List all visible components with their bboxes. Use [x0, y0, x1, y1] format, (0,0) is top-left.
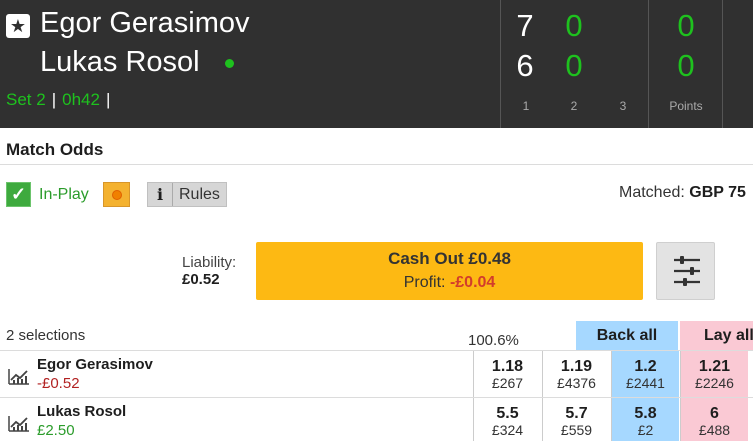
chart-icon[interactable]: [8, 368, 30, 386]
cash-out-profit: Profit: -£0.04: [256, 274, 643, 292]
amount: £2: [637, 422, 654, 438]
book-percentage: 100.6%: [468, 332, 519, 349]
player2-name: Lukas Rosol: [40, 46, 200, 78]
p2-set1-score: 6: [516, 48, 534, 83]
runner-pnl: -£0.52: [37, 375, 80, 392]
odds: 1.18: [491, 358, 524, 375]
runner-pnl: £2.50: [37, 422, 75, 439]
back-price-2[interactable]: 1.19 £4376: [542, 351, 610, 397]
lay-all-button[interactable]: Lay all: [680, 321, 753, 350]
matched-amount: Matched: GBP 75: [619, 184, 746, 202]
back-price-best[interactable]: 1.2 £2441: [611, 351, 679, 397]
cash-out-settings-button[interactable]: [656, 242, 715, 300]
cash-out-label: Cash Out £0.48: [388, 249, 511, 268]
back-price-best[interactable]: 5.8 £2: [611, 398, 679, 441]
orange-dot-icon: [103, 182, 130, 207]
divider: [0, 164, 753, 165]
back-price-3[interactable]: 1.18 £267: [473, 351, 541, 397]
p2-points: 0: [677, 48, 695, 83]
player1-name: Egor Gerasimov: [40, 7, 250, 39]
set1-label: 1: [522, 99, 530, 113]
serving-indicator-icon: [225, 59, 234, 68]
points-label: Points: [669, 99, 703, 113]
odds: 6: [710, 405, 719, 422]
divider: [0, 397, 753, 398]
odds: 1.21: [698, 358, 731, 375]
odds: 5.7: [565, 405, 588, 422]
runner-row: Lukas Rosol £2.50 5.5 £324 5.7 £559 5.8 …: [0, 398, 753, 441]
profit-value: -£0.04: [449, 274, 496, 291]
odds: 1.2: [634, 358, 657, 375]
divider: [0, 350, 753, 351]
amount: £324: [491, 422, 524, 438]
lay-price-best[interactable]: 1.21 £2246: [680, 351, 748, 397]
divider: [500, 0, 501, 128]
scoreboard: ★ Egor Gerasimov Lukas Rosol Set 2 | 0h42 |…: [0, 0, 753, 128]
profit-label: Profit:: [403, 274, 446, 291]
p2-set2-score: 0: [565, 48, 583, 83]
selection-count: 2 selections: [6, 327, 86, 344]
odds: 1.19: [560, 358, 593, 375]
chart-icon[interactable]: [8, 415, 30, 433]
matched-value: GBP 75: [689, 184, 746, 201]
runner-row: Egor Gerasimov -£0.52 1.18 £267 1.19 £43…: [0, 351, 753, 397]
liability-value: £0.52: [182, 271, 220, 288]
check-icon: ✓: [6, 182, 31, 207]
set3-label: 3: [619, 99, 627, 113]
rules-label: Rules: [179, 185, 220, 203]
divider: [722, 0, 723, 128]
amount: £4376: [557, 375, 596, 391]
set-label: Set 2: [6, 90, 46, 109]
cash-out-button[interactable]: Cash Out £0.48 Profit: -£0.04: [256, 242, 643, 300]
set-info: Set 2 | 0h42 |: [6, 90, 116, 110]
separator: |: [51, 90, 57, 109]
odds: 5.8: [634, 405, 657, 422]
p1-set2-score: 0: [565, 8, 583, 43]
amount: £559: [560, 422, 593, 438]
liability: Liability: £0.52: [182, 254, 236, 288]
rules-button[interactable]: i Rules: [147, 182, 227, 207]
liability-label: Liability:: [182, 254, 237, 271]
amount: £2441: [626, 375, 665, 391]
separator: |: [105, 90, 111, 109]
inplay-label: In-Play: [39, 186, 89, 203]
matched-label: Matched:: [619, 184, 685, 201]
lay-price-best[interactable]: 6 £488: [680, 398, 748, 441]
amount: £488: [698, 422, 731, 438]
runner-name: Egor Gerasimov: [37, 356, 153, 373]
amount: £2246: [695, 375, 734, 391]
set2-label: 2: [570, 99, 578, 113]
p1-points: 0: [677, 8, 695, 43]
runner-name: Lukas Rosol: [37, 403, 127, 420]
back-price-3[interactable]: 5.5 £324: [473, 398, 541, 441]
market-title: Match Odds: [6, 140, 104, 159]
elapsed-time: 0h42: [62, 90, 100, 109]
odds: 5.5: [496, 405, 519, 422]
divider: [648, 0, 649, 128]
p1-set1-score: 7: [516, 8, 534, 43]
sliders-icon: [674, 256, 700, 286]
info-icon: i: [148, 183, 173, 206]
back-all-button[interactable]: Back all: [576, 321, 678, 350]
back-price-2[interactable]: 5.7 £559: [542, 398, 610, 441]
star-icon[interactable]: ★: [6, 14, 30, 38]
amount: £267: [491, 375, 524, 391]
